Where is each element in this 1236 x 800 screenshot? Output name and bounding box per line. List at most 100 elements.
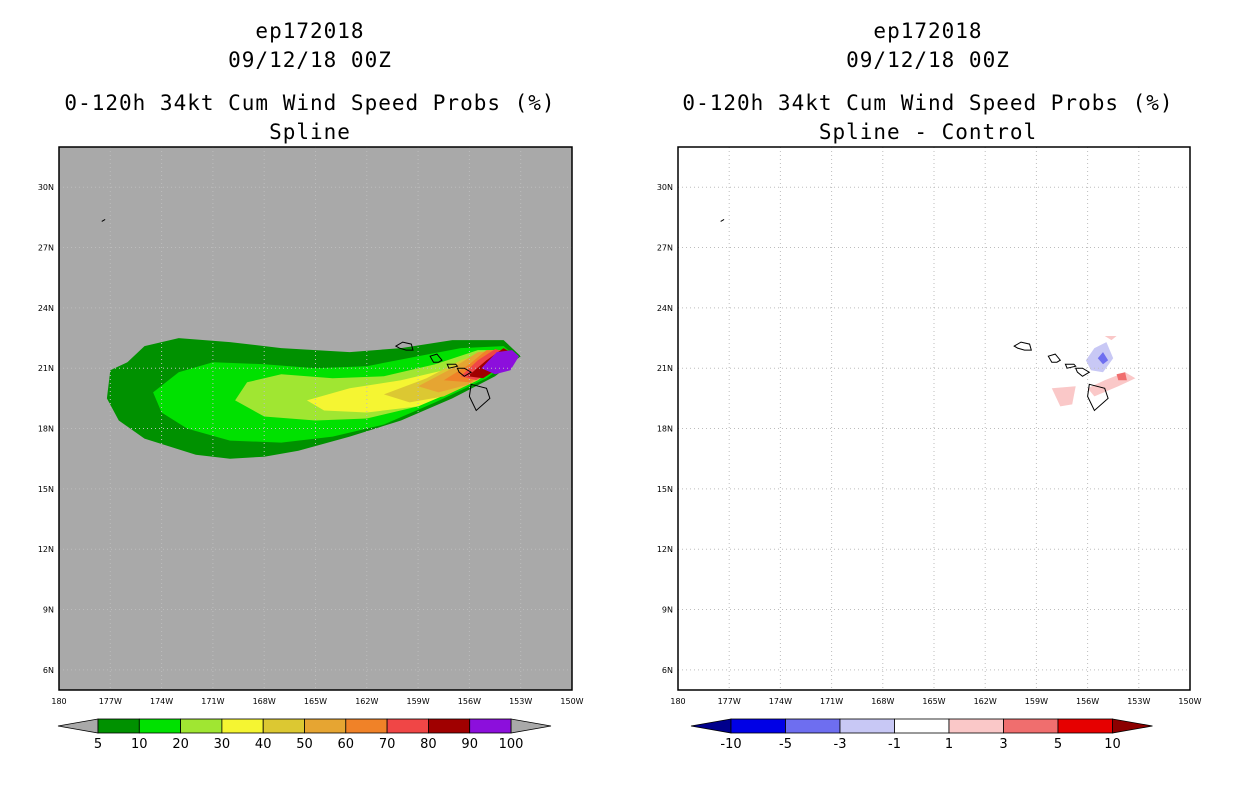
lat-tick-label: 15N [657,485,673,494]
map-panel-difference: 30N 27N 24N 21N 18N 15N 12N 9N 6N 180 177W 174W 171W… [657,146,1202,706]
lon-tick-label: 159W [407,697,430,706]
lon-tick-label: 162W [974,697,997,706]
colorbar-swatch [386,718,429,734]
lon-tick-label: 156W [1076,697,1099,706]
panel-left-datetime: 09/12/18 00Z [228,48,392,72]
lon-tick-label: 180 [51,697,66,706]
colorbar-label: -5 [779,737,792,752]
colorbar-under-triangle [57,718,99,734]
lon-tick-label: 159W [1025,697,1048,706]
panel-left-title: 0-120h 34kt Cum Wind Speed Probs (%) [64,91,556,115]
colorbar-label: -1 [888,737,901,752]
lat-tick-label: 9N [662,606,673,615]
lat-tick-label: 12N [38,545,54,554]
contour-3-5 [1116,372,1127,381]
colorbar-swatch [221,718,264,734]
colorbar-label: 3 [999,737,1007,752]
lon-tick-label: 177W [99,697,122,706]
colorbar-label: 30 [214,737,231,752]
colorbar-label: 100 [499,737,524,752]
panel-right-datetime: 09/12/18 00Z [846,48,1010,72]
colorbar-swatch [345,718,388,734]
colorbar-swatch [427,718,471,734]
colorbar-swatch [948,718,1004,734]
map-frame [58,146,573,691]
colorbar-swatch [138,718,182,734]
lat-tick-label: 18N [657,425,673,434]
lon-tick-label: 174W [769,697,792,706]
map-frame [677,146,1191,691]
colorbar-label: 5 [94,737,102,752]
island-outline [1074,367,1091,377]
contour-30-3 [306,350,504,413]
lat-tick-label: 24N [657,304,673,313]
lat-tick-label: 24N [38,304,54,313]
contour-1-4 [1104,336,1117,341]
panel-left-storm-id: ep172018 [255,19,365,43]
lat-tick-label: 9N [43,606,54,615]
lon-tick-label: 156W [458,697,481,706]
lon-tick-label: 171W [201,697,224,706]
lon-tick-label: 153W [509,697,532,706]
lon-tick-label: 165W [304,697,327,706]
panel-right-storm-id: ep172018 [873,19,983,43]
colorbar-label: 80 [420,737,437,752]
island-outline [720,218,725,222]
colorbar-label: 60 [338,737,355,752]
lat-tick-label: 27N [657,244,673,253]
colorbar-label: 70 [379,737,396,752]
colorbar-label: 10 [131,737,148,752]
island-outline [446,363,459,369]
island-outline [101,218,106,222]
island-outline [468,383,491,412]
panel-right-subtitle: Spline - Control [818,120,1038,144]
colorbar-under-triangle [690,718,732,734]
lat-tick-label: 6N [662,666,673,675]
colorbar-spline: 5 10 20 30 40 50 60 70 80 90 100 [57,718,552,752]
island-outline [1064,363,1077,369]
lon-tick-label: 174W [150,697,173,706]
lon-tick-label: 153W [1127,697,1150,706]
colorbar-swatch [262,718,305,734]
colorbar-over-triangle [510,718,552,734]
colorbar-difference: -10 -5 -3 -1 1 3 5 10 [690,718,1153,752]
colorbar-swatch [730,718,786,734]
colorbar-swatch [839,718,895,734]
lon-tick-label: 150W [560,697,583,706]
lon-tick-label: 165W [922,697,945,706]
lat-tick-label: 21N [657,364,673,373]
colorbar-label: -3 [834,737,847,752]
island-outline [1013,341,1032,351]
lat-tick-label: 12N [657,545,673,554]
contour-90-9 [481,350,519,375]
colorbar-swatch [1057,718,1113,734]
colorbar-swatch [97,718,140,734]
lat-tick-label: 21N [38,364,54,373]
lat-tick-label: 30N [38,183,54,192]
colorbar-label: 50 [296,737,313,752]
lat-tick-label: 15N [38,485,54,494]
colorbar-swatch [894,718,950,734]
colorbar-label: 1 [945,737,953,752]
colorbar-swatch [785,718,841,734]
colorbar-over-triangle [1112,718,1153,734]
colorbar-label: 90 [461,737,478,752]
colorbar-label: 10 [1104,737,1121,752]
lat-tick-label: 6N [43,666,54,675]
contour-neg3-1 [1097,352,1109,365]
colorbar-label: 40 [255,737,272,752]
colorbar-label: -10 [720,737,741,752]
colorbar-label: 20 [172,737,189,752]
lon-tick-label: 177W [718,697,741,706]
lon-tick-label: 162W [355,697,378,706]
island-outline [1087,383,1109,412]
colorbar-swatch [469,718,512,734]
panel-left-subtitle: Spline [269,120,351,144]
colorbar-swatch [180,718,223,734]
island-outline [429,353,443,363]
lon-tick-label: 168W [253,697,276,706]
lon-tick-label: 180 [670,697,685,706]
island-outline [456,367,473,377]
lon-tick-label: 150W [1178,697,1201,706]
